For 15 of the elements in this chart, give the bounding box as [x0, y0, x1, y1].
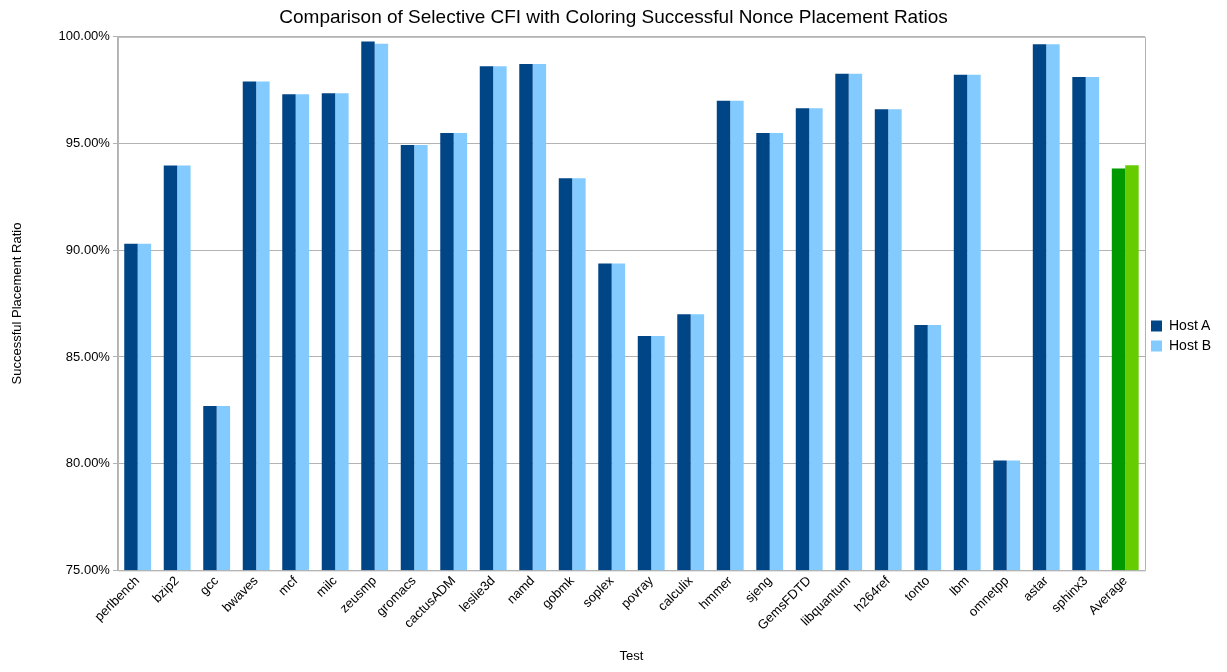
- y-tick-label: 75.00%: [65, 561, 111, 577]
- legend-label: Host B: [1168, 336, 1211, 353]
- y-axis-title: Successful Placement Ratio: [9, 222, 25, 385]
- y-tick-label: 90.00%: [65, 241, 111, 257]
- legend-label: Host A: [1168, 316, 1211, 333]
- x-tick-label: gcc: [196, 572, 222, 598]
- x-axis-title: Test: [619, 647, 644, 663]
- x-tick-label: milc: [312, 572, 341, 600]
- y-tick-label: 95.00%: [65, 135, 111, 151]
- x-tick-label: lbm: [946, 572, 972, 599]
- y-tick-label: 85.00%: [65, 348, 111, 364]
- y-tick-label: 100.00%: [58, 28, 111, 44]
- y-tick-label: 80.00%: [65, 455, 111, 471]
- x-tick-label: mcf: [274, 572, 301, 599]
- chart-title: Comparison of Selective CFI with Coloring Successful Nonce Placement Ratios: [279, 5, 948, 27]
